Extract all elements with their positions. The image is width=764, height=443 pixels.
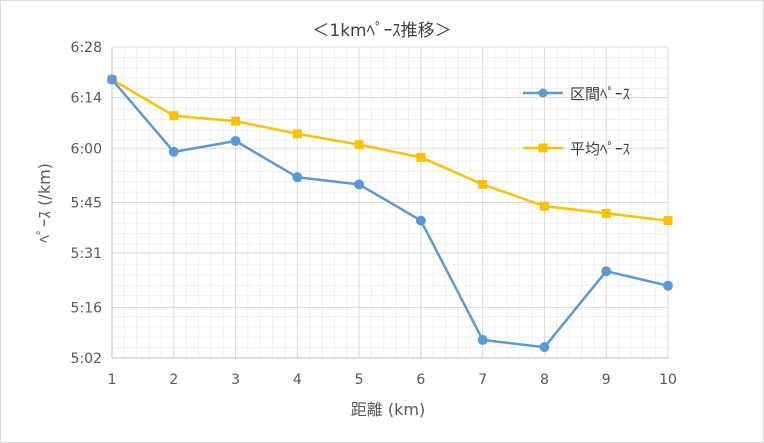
data-point-series-1 — [539, 342, 550, 353]
y-axis-title: ﾍﾟｰｽ (/km) — [35, 163, 54, 243]
x-tick-label: 7 — [478, 372, 487, 388]
data-point-series-2 — [292, 129, 302, 139]
data-point-series-2 — [169, 111, 179, 121]
data-point-series-2 — [231, 116, 241, 126]
y-tick-label: 5:45 — [71, 196, 102, 212]
data-point-series-2 — [478, 179, 488, 189]
legend-item-series-1: 区間ﾍﾟｰｽ — [523, 85, 630, 103]
series-line-2 — [111, 78, 669, 222]
y-tick-label: 6:00 — [71, 141, 102, 157]
y-tick-label: 5:02 — [71, 351, 102, 367]
series-line-1 — [111, 78, 669, 349]
data-point-series-1 — [230, 136, 241, 147]
data-point-series-2 — [663, 216, 673, 226]
data-point-series-1 — [107, 74, 117, 85]
y-tick-label: 6:28 — [71, 40, 102, 56]
legend-label-series-1: 区間ﾍﾟｰｽ — [570, 85, 630, 103]
axes — [111, 47, 668, 359]
x-tick-label: 4 — [293, 372, 302, 388]
legend-marker-series-2 — [538, 143, 548, 153]
legend-marker-series-1 — [538, 88, 548, 98]
x-tick-labels: 1 2 3 4 5 6 7 8 9 10 — [108, 372, 677, 388]
data-point-series-2 — [601, 208, 611, 218]
legend-item-series-2: 平均ﾍﾟｰｽ — [523, 140, 630, 158]
legend-label-series-2: 平均ﾍﾟｰｽ — [570, 140, 630, 158]
x-tick-label: 3 — [231, 372, 240, 388]
x-tick-label: 5 — [355, 372, 364, 388]
x-tick-label: 8 — [540, 372, 549, 388]
data-point-series-1 — [415, 215, 426, 226]
data-point-series-2 — [539, 201, 549, 211]
y-tick-label: 5:31 — [71, 246, 102, 262]
y-tick-labels: 5:02 5:16 5:31 5:45 6:00 6:14 6:28 — [71, 40, 103, 367]
x-tick-label: 10 — [659, 372, 677, 388]
x-axis-title: 距離 (km) — [351, 400, 425, 419]
x-tick-label: 2 — [169, 372, 178, 388]
legend: 区間ﾍﾟｰｽ 平均ﾍﾟｰｽ — [523, 85, 630, 158]
data-point-series-2 — [416, 152, 426, 162]
x-tick-label: 6 — [416, 372, 425, 388]
x-tick-label: 1 — [108, 372, 117, 388]
series-layer — [107, 74, 673, 353]
data-point-series-1 — [354, 179, 365, 190]
chart-title: ＜1kmﾍﾟｰｽ推移＞ — [312, 21, 451, 41]
y-tick-label: 5:16 — [71, 300, 103, 316]
data-point-series-1 — [168, 146, 179, 157]
y-tick-label: 6:14 — [71, 91, 103, 107]
data-point-series-1 — [663, 280, 673, 291]
data-point-series-1 — [477, 334, 488, 345]
data-point-series-1 — [601, 266, 612, 277]
x-tick-label: 9 — [602, 372, 611, 388]
data-point-series-2 — [354, 140, 364, 150]
data-point-series-1 — [292, 172, 303, 183]
